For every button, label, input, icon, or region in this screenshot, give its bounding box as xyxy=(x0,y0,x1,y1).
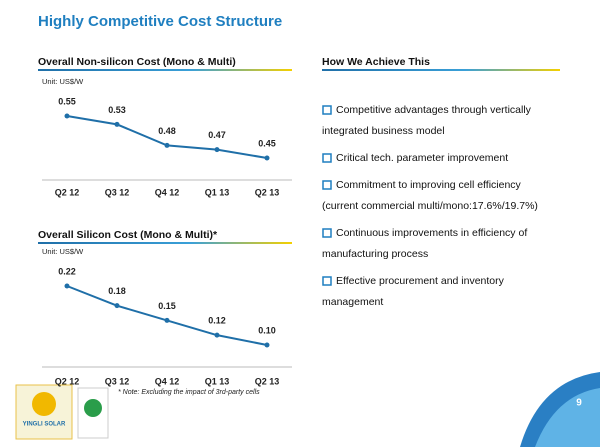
line xyxy=(66,115,268,159)
point xyxy=(164,142,170,148)
slide-title: Highly Competitive Cost Structure xyxy=(38,13,282,30)
data-label: 0.55 xyxy=(58,96,76,106)
bullet-text: Commitment to improving cell efficiency xyxy=(336,179,522,191)
x-tick-label: Q3 12 xyxy=(105,187,130,197)
bullet-box xyxy=(322,180,332,190)
data-label: 0.22 xyxy=(58,266,76,276)
x-tick-label: Q4 12 xyxy=(155,187,180,197)
x-tick-label: Q3 12 xyxy=(105,376,130,386)
chart-title: Overall Non-silicon Cost (Mono & Multi) xyxy=(38,56,236,68)
corner-decoration xyxy=(520,372,600,447)
data-label: 0.53 xyxy=(108,105,126,115)
point xyxy=(214,147,220,153)
heading-rule xyxy=(38,69,292,71)
bullet-text: Continuous improvements in efficiency of xyxy=(336,227,527,239)
x-tick-label: Q2 13 xyxy=(255,187,280,197)
bullet-text: (current commercial multi/mono:17.6%/19.… xyxy=(322,200,538,212)
heading-rule xyxy=(38,242,292,244)
x-tick-label: Q1 13 xyxy=(205,376,230,386)
chart-title: Overall Silicon Cost (Mono & Multi)* xyxy=(38,229,218,241)
data-label: 0.18 xyxy=(108,286,126,296)
data-label: 0.12 xyxy=(208,316,226,326)
bullet-box xyxy=(322,105,332,115)
logos: YINGLI SOLAR xyxy=(15,384,109,440)
data-label: 0.48 xyxy=(158,126,176,136)
bullet-text: Effective procurement and inventory xyxy=(336,275,505,287)
point xyxy=(264,342,270,348)
point xyxy=(64,283,70,289)
footnote: * Note: Excluding the impact of 3rd-part… xyxy=(118,389,260,396)
unit-label: Unit: US$/W xyxy=(42,77,84,86)
point xyxy=(64,113,70,119)
bullet-text: integrated business model xyxy=(322,125,445,137)
point xyxy=(264,155,270,161)
bullet-text: management xyxy=(322,296,383,308)
unit-label: Unit: US$/W xyxy=(42,247,84,256)
bullet-box xyxy=(322,153,332,163)
page-number: 9 xyxy=(576,398,582,409)
point xyxy=(114,121,120,127)
x-tick-label: Q2 12 xyxy=(55,376,80,386)
data-label: 0.10 xyxy=(258,325,276,335)
data-label: 0.47 xyxy=(208,130,226,140)
point xyxy=(114,303,120,309)
bullet-text: manufacturing process xyxy=(322,248,428,260)
bullet-text: Critical tech. parameter improvement xyxy=(336,152,508,164)
point xyxy=(164,317,170,323)
bullet-box xyxy=(322,276,332,286)
line xyxy=(66,285,268,346)
x-tick-label: Q2 13 xyxy=(255,376,280,386)
point xyxy=(214,332,220,338)
x-tick-label: Q4 12 xyxy=(155,376,180,386)
right-heading: How We Achieve This xyxy=(322,56,430,68)
bullet-text: Competitive advantages through verticall… xyxy=(336,104,532,116)
bullet-box xyxy=(322,228,332,238)
svg-text:YINGLI SOLAR: YINGLI SOLAR xyxy=(23,422,66,428)
x-tick-label: Q1 13 xyxy=(205,187,230,197)
data-label: 0.15 xyxy=(158,301,176,311)
data-label: 0.45 xyxy=(258,138,276,148)
heading-rule xyxy=(322,69,560,71)
x-tick-label: Q2 12 xyxy=(55,187,80,197)
